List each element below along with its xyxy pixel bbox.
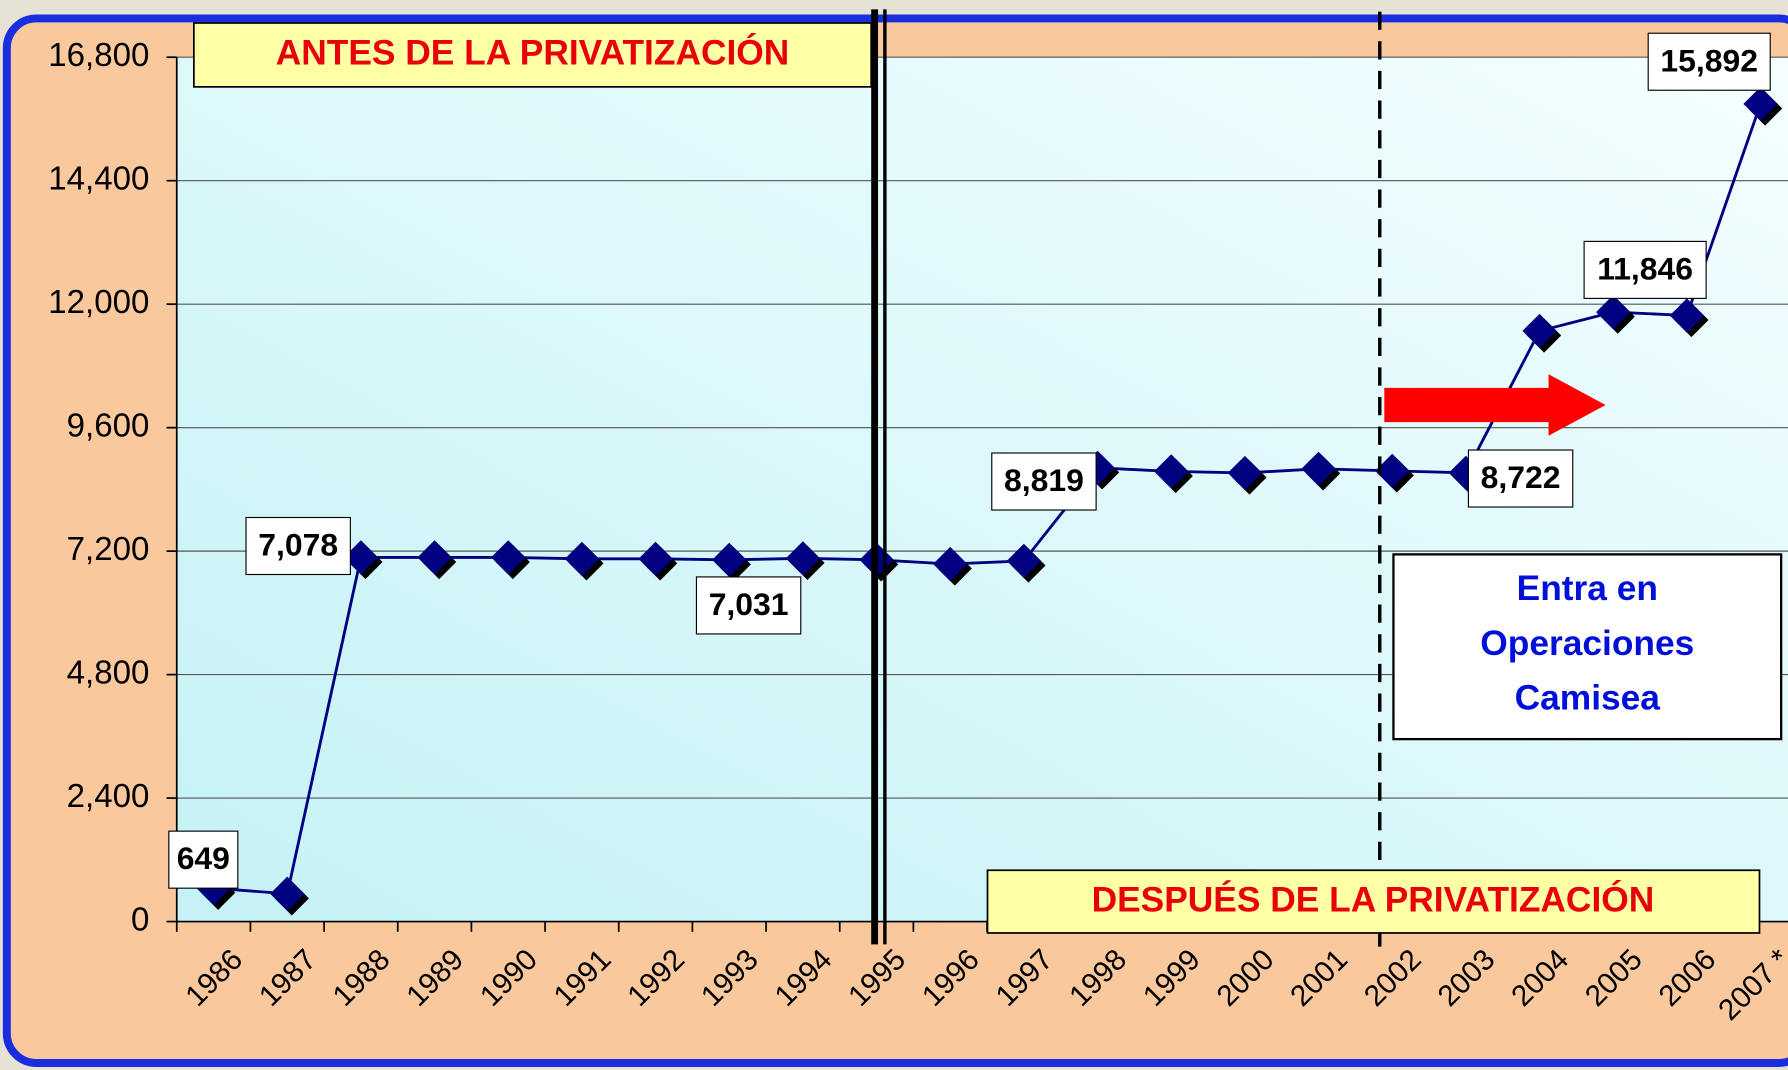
- data-label-box: [245, 516, 351, 576]
- y-tick-label: 4,800: [67, 654, 150, 691]
- marker: [712, 542, 747, 577]
- marker: [491, 540, 526, 575]
- data-label: 11,846: [1597, 250, 1693, 286]
- annotation: ANTES DE LA PRIVATIZACIÓN: [276, 32, 790, 72]
- y-tick-label: 14,400: [48, 160, 149, 197]
- y-tick-label: 2,400: [67, 778, 150, 815]
- marker: [933, 546, 968, 582]
- annotation: Operaciones: [1480, 624, 1694, 663]
- marker: [1522, 313, 1557, 349]
- data-label: 8,819: [1004, 462, 1084, 498]
- annotation: DESPUÉS DE LA PRIVATIZACIÓN: [1092, 880, 1655, 920]
- arrow: [1384, 374, 1606, 436]
- y-tick-label: 9,600: [67, 407, 150, 444]
- data-label-box: [991, 452, 1097, 511]
- marker: [343, 540, 379, 575]
- data-label-box: [1583, 240, 1707, 299]
- data-label-box: [168, 830, 239, 889]
- y-tick-label: 0: [131, 901, 149, 938]
- data-label: 7,031: [709, 586, 789, 622]
- marker: [1669, 298, 1704, 333]
- data-label-box: [1647, 32, 1771, 91]
- marker: [1375, 453, 1410, 488]
- annotation: Camisea: [1515, 679, 1661, 718]
- y-tick-label: 16,800: [48, 37, 149, 74]
- annotation: Entra en: [1517, 569, 1658, 608]
- data-label-box: [695, 576, 802, 635]
- marker: [1227, 455, 1262, 491]
- marker: [417, 540, 452, 575]
- data-label: 15,892: [1660, 42, 1758, 78]
- y-tick-label: 12,000: [48, 284, 149, 321]
- marker: [785, 541, 820, 576]
- marker: [638, 541, 673, 576]
- annotation-box: [986, 869, 1761, 934]
- marker: [564, 541, 600, 576]
- data-label: 7,078: [258, 527, 338, 563]
- data-label-box: [1467, 449, 1574, 508]
- annotation-box: [192, 22, 873, 88]
- annotation-box: [1392, 553, 1783, 741]
- y-tick-label: 7,200: [67, 531, 150, 568]
- data-label: 649: [177, 840, 230, 876]
- data-label: 8,722: [1481, 459, 1561, 495]
